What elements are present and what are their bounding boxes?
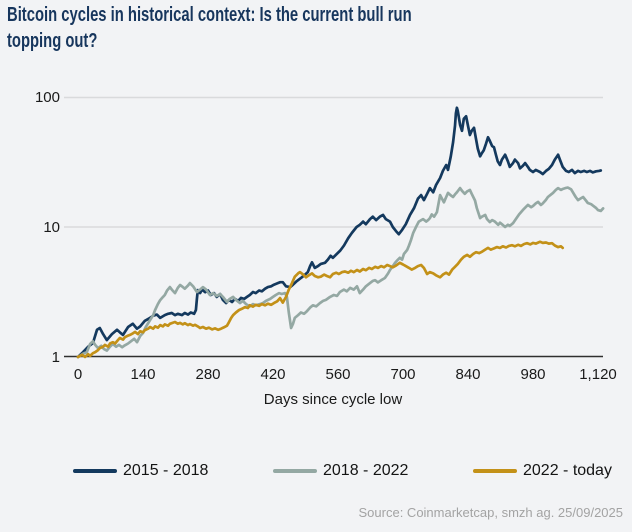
title-line-2: topping out? [7,30,98,52]
legend-item-2018-2022: 2018 - 2022 [273,462,408,480]
legend: 2015 - 2018 2018 - 2022 2022 - today [0,462,632,482]
legend-swatch-navy [73,468,117,474]
x-tick-700: 700 [390,366,416,383]
y-tick-10: 10 [43,219,60,236]
series-line-1 [76,186,605,359]
x-tick-840: 840 [455,366,481,383]
y-tick-100: 100 [34,89,60,106]
x-tick-140: 140 [130,366,156,383]
legend-label-2022-today: 2022 - today [523,462,612,479]
series-line-0 [76,106,603,359]
x-tick-280: 280 [195,366,221,383]
source-attribution: Source: Coinmarketcap, smzh ag. 25/09/20… [358,505,623,520]
x-tick-560: 560 [325,366,351,383]
x-tick-980: 980 [520,366,546,383]
x-tick-0: 0 [73,366,83,383]
y-tick-1: 1 [51,349,60,366]
legend-swatch-sage [273,468,317,474]
legend-label-2015-2018: 2015 - 2018 [123,462,209,479]
title-line-1: Bitcoin cycles in historical context: Is… [7,4,412,26]
x-tick-420: 420 [260,366,286,383]
series-layer [76,106,605,359]
legend-swatch-gold [473,468,517,474]
x-axis-title: Days since cycle low [263,391,403,408]
series-line-2 [76,240,565,359]
legend-item-2015-2018: 2015 - 2018 [73,462,208,480]
legend-item-2022-today: 2022 - today [473,462,612,480]
x-tick-1120: 1,120 [579,366,617,383]
page-title: Bitcoin cycles in historical context: Is… [7,2,412,54]
legend-label-2018-2022: 2018 - 2022 [323,462,409,479]
